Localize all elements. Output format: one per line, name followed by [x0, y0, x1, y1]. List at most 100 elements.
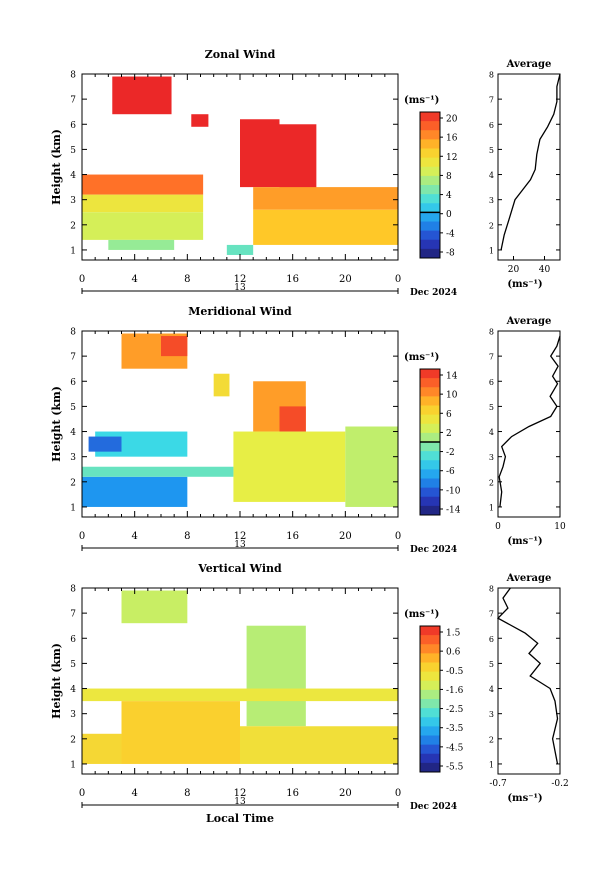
profile-y-tick-label: 3: [489, 453, 494, 462]
heatmap-cell: [121, 590, 188, 624]
colorbar-tick-label: 8: [446, 172, 452, 182]
colorbar-tick-label: 6: [446, 410, 452, 420]
colorbar-segment: [420, 121, 440, 131]
colorbar-segment: [420, 451, 440, 461]
colorbar-frame: [419, 625, 441, 773]
x-tick-label: 20: [339, 531, 352, 542]
time-axis-label: Local Time: [206, 812, 274, 825]
heatmap-cell: [82, 466, 234, 477]
colorbar-segment: [420, 442, 440, 452]
heatmap-cell: [121, 701, 240, 764]
colorbar-segment: [420, 717, 440, 727]
profile-x-tick-label: -0.7: [489, 779, 507, 789]
x-tick-label: 8: [184, 274, 190, 285]
y-tick-label: 1: [70, 760, 76, 770]
heatmap-cell: [279, 406, 306, 432]
date-label: Dec 2024: [410, 545, 457, 555]
day-label: 13: [234, 283, 246, 293]
colorbar-tick-label: -6: [446, 467, 455, 477]
x-tick-label: 20: [339, 788, 352, 799]
colorbar-tick-label: 1.5: [446, 629, 461, 639]
heatmap-cell: [161, 336, 188, 357]
y-tick-label: 1: [70, 246, 76, 256]
colorbar-tick-label: -3.5: [446, 724, 464, 734]
heatmap-cell: [108, 239, 175, 250]
colorbar-segment: [420, 680, 440, 691]
profile-y-tick-label: 1: [489, 246, 494, 255]
colorbar-unit-label: (ms⁻¹): [404, 95, 439, 106]
colorbar-segment: [420, 248, 440, 259]
profile-y-tick-label: 5: [489, 403, 494, 412]
colorbar-segment: [420, 130, 440, 140]
heatmap-cell: [191, 114, 209, 127]
colorbar-segment: [420, 239, 440, 250]
profile-title: Average: [506, 59, 552, 70]
heatmap-cell: [82, 688, 398, 702]
colorbar-segment: [420, 735, 440, 746]
colorbar-segment: [420, 139, 440, 149]
profile-y-tick-label: 1: [489, 503, 494, 512]
colorbar-segment: [420, 726, 440, 736]
colorbar-unit-label: (ms⁻¹): [404, 352, 439, 363]
profile-y-tick-label: 6: [489, 635, 494, 644]
profile-x-tick-label: 20: [508, 265, 520, 275]
colorbar-segment: [420, 496, 440, 507]
heatmap-cell: [345, 426, 398, 507]
heatmap-cell: [88, 436, 122, 452]
date-label: Dec 2024: [410, 288, 457, 298]
colorbar-unit-label: (ms⁻¹): [404, 609, 439, 620]
colorbar-frame: [419, 111, 441, 259]
colorbar-segment: [420, 230, 440, 241]
colorbar-tick-label: -5.5: [446, 763, 464, 773]
panel-title: Vertical Wind: [197, 562, 282, 575]
y-tick-label: 4: [70, 685, 76, 695]
colorbar-segment: [420, 396, 440, 406]
profile-y-tick-label: 7: [489, 353, 494, 362]
day-label: 13: [234, 540, 246, 550]
y-tick-label: 4: [70, 428, 76, 438]
colorbar-tick-label: -4: [446, 229, 455, 239]
y-tick-label: 8: [70, 328, 76, 338]
y-tick-label: 8: [70, 585, 76, 595]
x-tick-label: 16: [286, 531, 299, 542]
profile-x-tick-label: 40: [539, 265, 551, 275]
profile-y-tick-label: 3: [489, 710, 494, 719]
profile-unit-label: (ms⁻¹): [507, 536, 542, 547]
colorbar-segment: [420, 423, 440, 434]
colorbar-segment: [420, 753, 440, 764]
profile-y-tick-label: 2: [489, 221, 494, 230]
colorbar-segment: [420, 148, 440, 159]
x-tick-label: 0: [395, 274, 401, 285]
heatmap-cell: [253, 209, 398, 245]
colorbar-segment: [420, 414, 440, 425]
heatmap-cell: [82, 212, 204, 240]
profile-y-tick-label: 2: [489, 478, 494, 487]
colorbar-tick-label: 2: [446, 429, 452, 439]
colorbar-segment: [420, 469, 440, 479]
y-tick-label: 3: [70, 710, 76, 720]
colorbar-segment: [420, 194, 440, 204]
x-tick-label: 20: [339, 274, 352, 285]
colorbar-segment: [420, 112, 440, 122]
colorbar-segment: [420, 762, 440, 773]
colorbar-tick-label: 0.6: [446, 648, 461, 658]
colorbar-segment: [420, 653, 440, 663]
colorbar-tick-label: -1.6: [446, 686, 464, 696]
colorbar-segment: [420, 478, 440, 489]
x-tick-label: 8: [184, 788, 190, 799]
colorbar-tick-label: 20: [446, 115, 458, 125]
colorbar-segment: [420, 175, 440, 186]
colorbar-tick-label: 10: [446, 391, 458, 401]
profile-x-tick-label: 10: [554, 522, 566, 532]
profile-frame: [497, 73, 561, 261]
profile-y-tick-label: 4: [489, 685, 494, 694]
x-tick-label: 12: [234, 788, 247, 799]
profile-x-tick-label: 0: [495, 522, 501, 532]
panel-title: Meridional Wind: [188, 305, 292, 318]
profile-frame: [497, 587, 561, 775]
y-tick-label: 6: [70, 635, 76, 645]
x-tick-label: 4: [131, 788, 137, 799]
